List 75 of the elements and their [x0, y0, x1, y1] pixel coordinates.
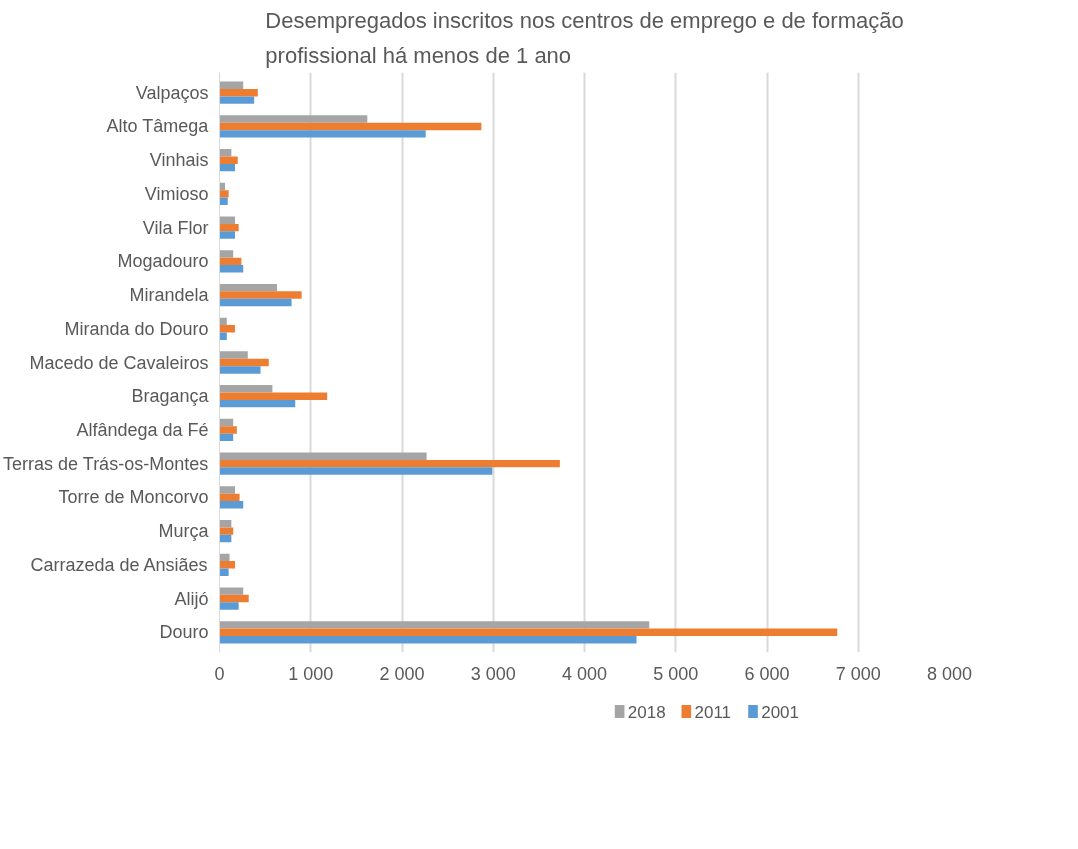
- y-tick-label: Murça: [158, 521, 210, 542]
- y-tick-label: Bragança: [131, 386, 210, 407]
- bar: [219, 493, 240, 502]
- x-tick-label: 0: [214, 663, 225, 684]
- legend-label: 2018: [627, 702, 666, 722]
- bar: [219, 351, 248, 359]
- y-tick-label: Terras de Trás-os-Montes: [3, 453, 209, 474]
- bar: [219, 130, 426, 138]
- bar: [219, 366, 261, 374]
- bar: [219, 223, 239, 232]
- bar: [219, 81, 244, 90]
- y-tick-label: Alfândega da Fé: [76, 419, 209, 440]
- bar: [219, 486, 236, 494]
- bar: [219, 426, 237, 434]
- bar: [219, 459, 560, 468]
- y-tick-label: Mogadouro: [117, 251, 209, 272]
- x-tick-label: 2 000: [379, 663, 425, 684]
- y-tick-label: Vimioso: [144, 183, 209, 204]
- y-tick-label: Macedo de Cavaleiros: [29, 352, 209, 373]
- bar: [219, 231, 236, 239]
- bar: [219, 501, 244, 509]
- bar: [219, 587, 244, 595]
- bar: [219, 568, 229, 576]
- bar: [219, 553, 230, 562]
- x-tick-label: 6 000: [744, 663, 790, 684]
- bar: [219, 628, 838, 636]
- bar: [219, 332, 227, 340]
- bar: [219, 358, 269, 367]
- y-tick-label: Vinhais: [149, 150, 209, 171]
- y-tick-label: Miranda do Douro: [64, 318, 209, 339]
- chart-title: Desempregados inscritos nos centros de emprego e de formação profissional há menos de 1 ano: [265, 7, 904, 68]
- bar: [219, 197, 228, 206]
- bar: [219, 602, 239, 610]
- x-tick-label: 1 000: [288, 663, 334, 684]
- bar: [219, 265, 244, 273]
- bar: [219, 190, 229, 198]
- x-tick-label: 3 000: [470, 663, 516, 684]
- y-tick-label: Douro: [159, 622, 209, 643]
- legend-label: 2001: [761, 702, 799, 722]
- y-tick-label: Carrazeda de Ansiães: [30, 554, 208, 575]
- bar: [219, 594, 249, 603]
- y-tick-label: Vila Flor: [142, 217, 209, 238]
- bar: [219, 635, 637, 644]
- bar: [219, 298, 292, 307]
- bar: [219, 115, 368, 123]
- bar: [219, 96, 255, 104]
- y-tick-label: Alto Tâmega: [106, 116, 210, 137]
- x-tick-label: 7 000: [835, 663, 881, 684]
- bar: [219, 216, 236, 224]
- bar: [219, 392, 328, 400]
- y-tick-label: Valpaços: [135, 82, 209, 103]
- bar: [219, 257, 242, 266]
- bar: [219, 325, 236, 333]
- bar: [219, 467, 493, 475]
- bar: [219, 317, 227, 326]
- x-tick-label: 8 000: [926, 663, 973, 684]
- y-tick-label: Alijó: [174, 588, 209, 609]
- bar: [219, 163, 236, 172]
- y-tick-label: Torre de Moncorvo: [58, 487, 209, 508]
- bar: [219, 399, 296, 408]
- bar: [219, 156, 238, 164]
- bar: [219, 385, 273, 393]
- bar: [219, 561, 236, 569]
- bar: [219, 527, 234, 535]
- bar: [219, 283, 277, 292]
- x-tick-label: 5 000: [653, 663, 699, 684]
- y-tick-label: Mirandela: [129, 285, 210, 306]
- x-tick-label: 4 000: [561, 663, 608, 684]
- bar: [219, 250, 234, 258]
- bar: [219, 89, 258, 97]
- bar: [219, 291, 302, 299]
- bar: [219, 621, 650, 629]
- bar: [219, 452, 427, 460]
- bar: [219, 122, 482, 131]
- legend-label: 2011: [694, 702, 732, 722]
